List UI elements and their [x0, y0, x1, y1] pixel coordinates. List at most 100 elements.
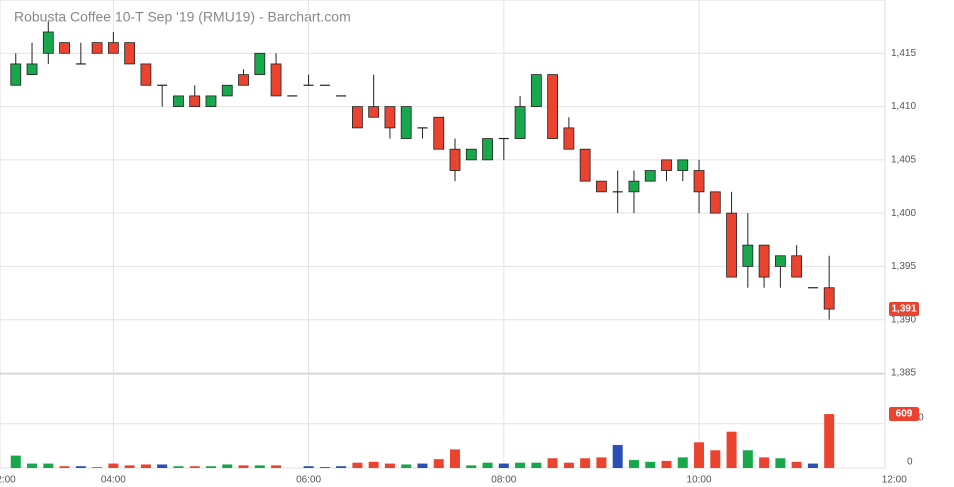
volume-bar — [222, 464, 233, 468]
candle-body — [59, 42, 70, 54]
candle-body — [368, 106, 380, 118]
volume-bar — [43, 463, 54, 468]
x-tick-label: 12:00 — [882, 475, 907, 486]
volume-bar — [271, 465, 282, 468]
volume-bar — [450, 449, 461, 468]
volume-bar — [92, 467, 103, 468]
volume-bar — [303, 466, 314, 468]
candle-body — [433, 116, 445, 150]
candle-body — [661, 159, 672, 171]
candle-body — [709, 191, 721, 214]
y-tick-label: 1,390 — [891, 314, 916, 325]
volume-bar — [254, 465, 265, 468]
candle-body — [205, 95, 217, 107]
volume-bar — [157, 464, 168, 468]
volume-bar — [124, 465, 135, 468]
y-tick-label: 1,395 — [891, 261, 916, 272]
candle-body — [42, 31, 54, 54]
volume-bar — [10, 455, 21, 468]
volume-bar — [189, 466, 200, 468]
volume-bar — [580, 458, 591, 468]
volume-bar — [417, 463, 428, 468]
candle-body — [693, 170, 705, 193]
candle-body — [579, 148, 591, 182]
candle-body — [791, 255, 803, 278]
candle-body — [238, 74, 249, 86]
candle-body — [465, 148, 477, 161]
candle-body — [530, 74, 542, 107]
y-tick-label: 1,400 — [891, 208, 916, 219]
volume-bar — [238, 465, 249, 468]
volume-bar — [368, 461, 379, 468]
x-tick-label: 04:00 — [101, 475, 126, 486]
y-tick-label: 1,405 — [891, 154, 916, 165]
candle-body — [384, 106, 396, 129]
last-price-label: 1,391 — [891, 304, 916, 315]
x-tick-label: 08:00 — [491, 475, 516, 486]
volume-bar — [108, 463, 119, 468]
chart-title: Robusta Coffee 10-T Sep '19 (RMU19) - Ba… — [14, 9, 351, 25]
candle-body — [644, 170, 656, 182]
volume-bar — [466, 465, 477, 468]
volume-bar — [677, 457, 688, 468]
x-tick-label: 10:00 — [687, 475, 712, 486]
candle-body — [774, 255, 786, 267]
x-tick-label: 2:00 — [0, 475, 16, 486]
candle-body — [26, 63, 38, 75]
candle-body — [124, 42, 136, 65]
y-tick-label: 1,385 — [891, 368, 916, 379]
candle-body — [270, 63, 282, 97]
x-tick-label: 06:00 — [296, 475, 321, 486]
candle-body — [628, 180, 640, 193]
volume-bar — [759, 457, 770, 468]
volume-bar — [710, 450, 721, 468]
candle-body — [514, 106, 526, 139]
volume-bar — [173, 466, 184, 468]
volume-bar — [384, 463, 395, 468]
volume-bar — [596, 457, 607, 468]
volume-bar — [645, 461, 656, 468]
volume-bar — [742, 450, 753, 468]
last-price-tag — [889, 302, 919, 317]
candle-body — [482, 138, 493, 161]
last-volume-tag — [889, 407, 919, 422]
volume-bar — [563, 462, 574, 468]
volume-bar — [336, 466, 347, 468]
volume-bar — [531, 462, 542, 468]
volume-bar — [205, 466, 216, 468]
y-tick-label: 0 — [907, 457, 913, 468]
last-volume-label: 609 — [896, 409, 913, 420]
candle-body — [107, 42, 119, 54]
candle-body — [596, 180, 607, 193]
candle-body — [173, 95, 184, 107]
candle-body — [221, 84, 233, 97]
plot-frame — [0, 0, 886, 469]
candle-body — [91, 42, 103, 54]
volume-bar — [824, 414, 835, 468]
volume-bar — [401, 464, 412, 468]
volume-bar — [59, 466, 70, 468]
candle-body — [351, 106, 363, 129]
volume-bar — [791, 461, 802, 468]
candle-body — [140, 63, 152, 86]
y-tick-label: 1,415 — [891, 48, 916, 59]
volume-bar — [352, 462, 363, 468]
candle-body — [254, 52, 266, 75]
volume-bar — [319, 467, 330, 468]
volume-bar — [75, 466, 86, 468]
volume-bar — [612, 444, 623, 468]
volume-bar — [27, 463, 38, 468]
candle-body — [742, 244, 754, 267]
volume-bar — [661, 460, 672, 468]
y-tick-label: 1,410 — [891, 101, 916, 112]
candle-body — [823, 287, 835, 310]
candle-body — [758, 244, 770, 278]
volume-bar — [726, 431, 737, 468]
volume-bar — [807, 463, 818, 468]
volume-bar — [775, 458, 786, 468]
volume-bar — [515, 462, 526, 468]
volume-bar — [433, 459, 444, 468]
candle-body — [547, 74, 559, 139]
volume-bar — [482, 462, 493, 468]
volume-bar — [140, 464, 151, 468]
